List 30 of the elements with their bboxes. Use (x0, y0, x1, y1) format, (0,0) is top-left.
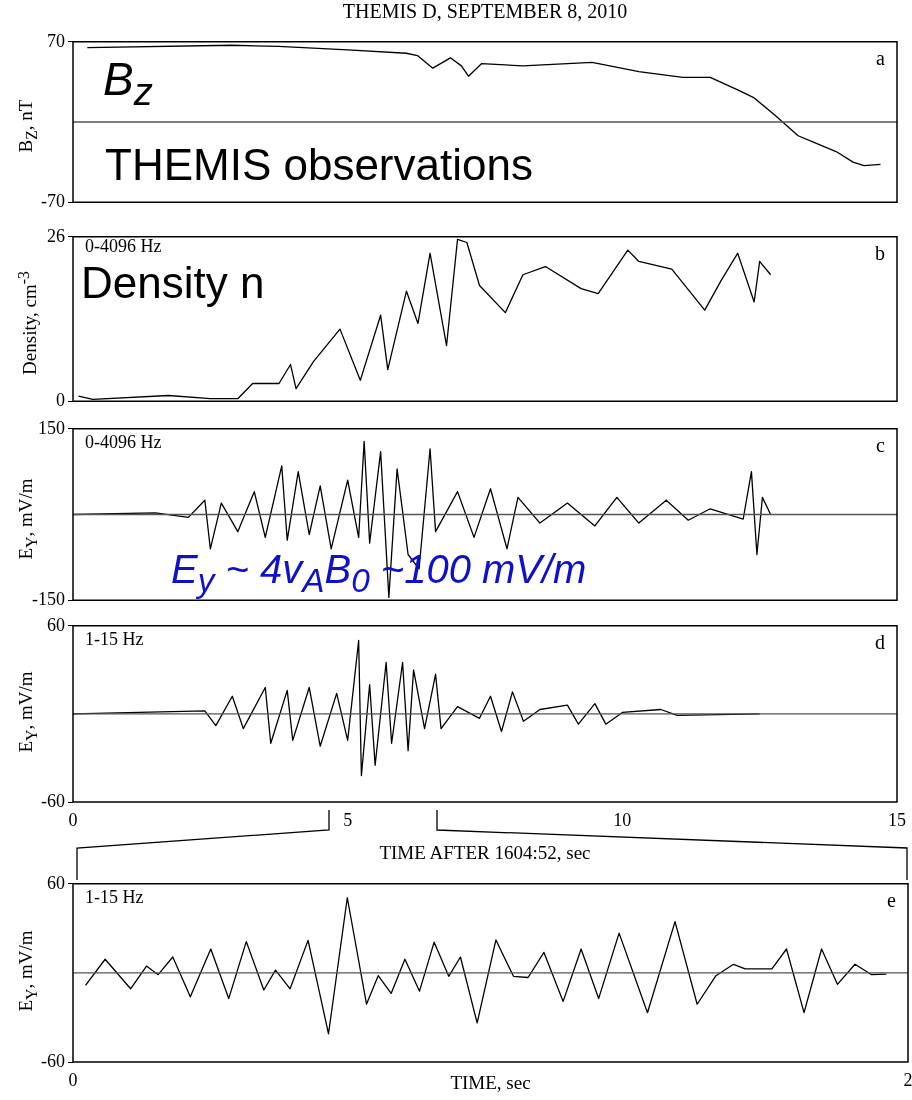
x-tick-label: 0 (68, 809, 78, 830)
y-tick-label: 26 (47, 225, 65, 246)
annotation: a (876, 47, 885, 69)
y-tick-label: -150 (32, 588, 65, 609)
annotation: THEMIS observations (105, 140, 533, 189)
x-axis-title: TIME, sec (450, 1072, 531, 1093)
annotation: Density n (81, 258, 265, 307)
annotation: 1-15 Hz (85, 629, 144, 649)
y-tick-label: 60 (47, 614, 65, 635)
annotation: 1-15 Hz (85, 887, 144, 907)
x-tick-label: 2 (903, 1069, 912, 1090)
y-tick-label: -60 (41, 1050, 65, 1071)
annotation: 0-4096 Hz (85, 432, 162, 452)
y-tick-label: 150 (38, 417, 65, 438)
y-tick-label: 60 (47, 872, 65, 893)
annotation: d (875, 631, 885, 653)
y-tick-label: 70 (47, 30, 65, 51)
y-tick-label: -60 (41, 790, 65, 811)
annotation: c (876, 434, 885, 456)
y-tick-label: 0 (56, 389, 65, 410)
chart-title: THEMIS D, SEPTEMBER 8, 2010 (341, 0, 629, 23)
x-tick-label: 5 (343, 809, 353, 830)
y-tick-label: -70 (41, 190, 65, 211)
x-tick-label: 10 (613, 809, 632, 830)
annotation: b (875, 242, 885, 264)
annotation: e (887, 889, 896, 911)
annotation: 0-4096 Hz (85, 236, 162, 256)
x-axis-title: TIME AFTER 1604:52, sec (378, 842, 592, 864)
x-tick-label: 15 (888, 809, 906, 830)
annotation: B$_{z}$ (103, 53, 153, 114)
